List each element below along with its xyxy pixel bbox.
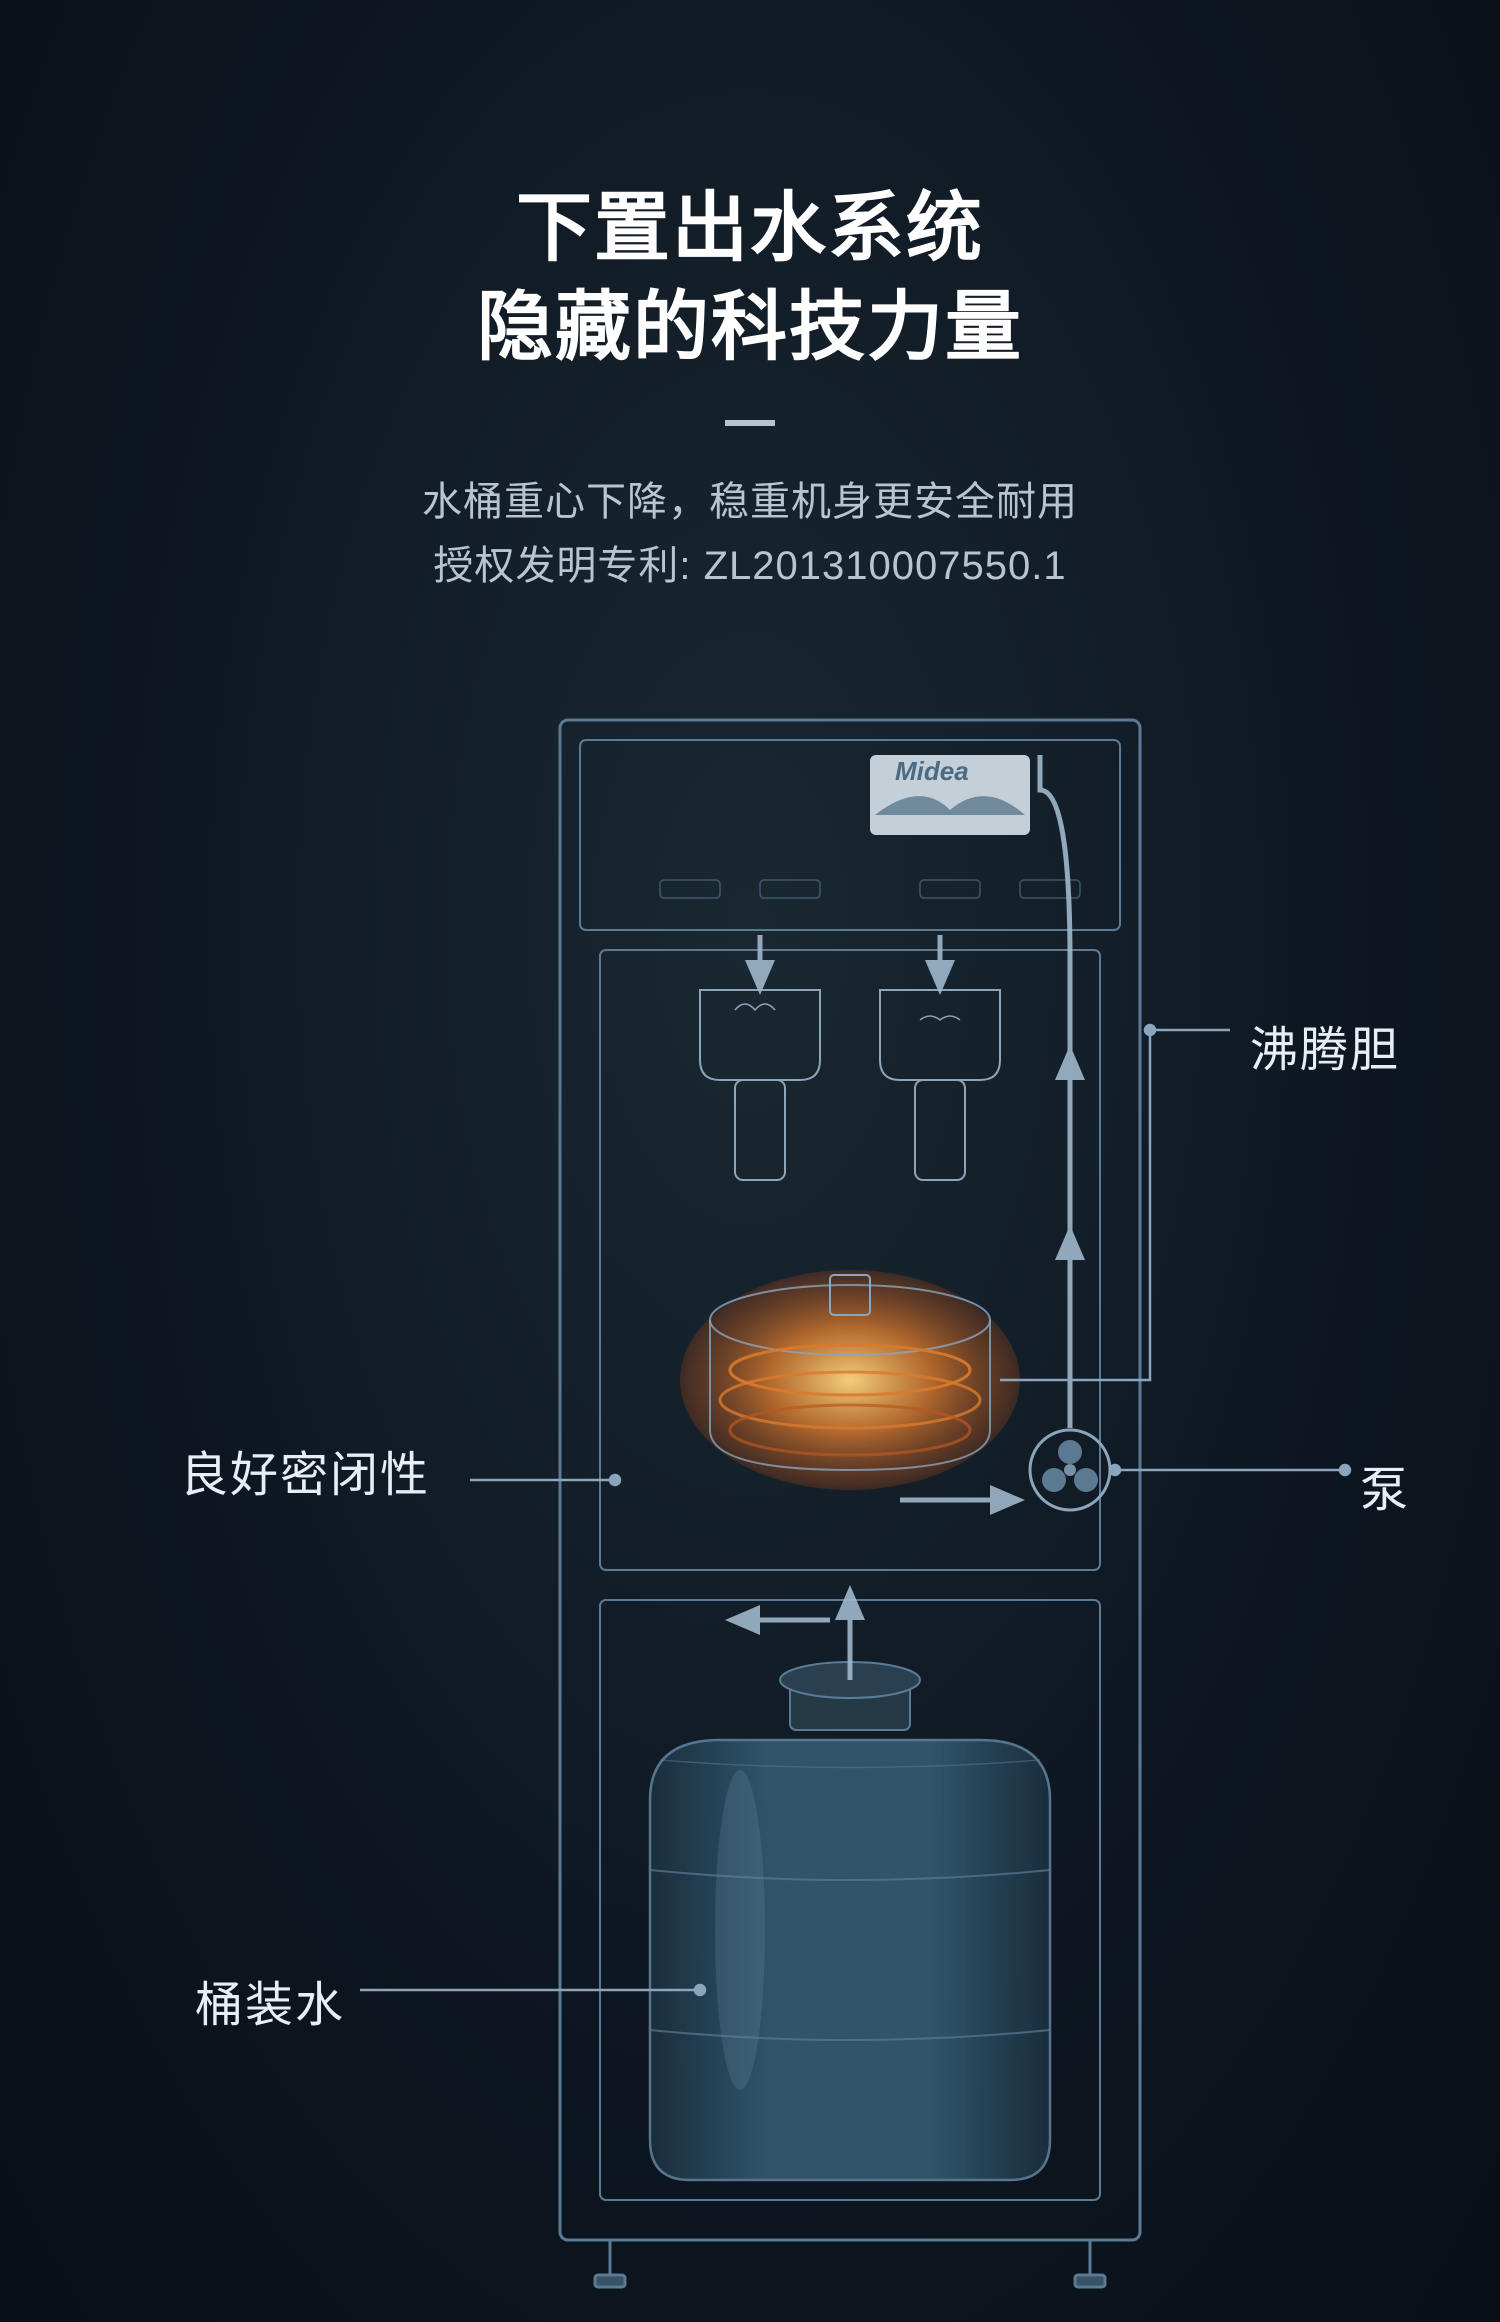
title-divider xyxy=(725,420,775,426)
brand-logo: Midea xyxy=(895,756,969,786)
feet xyxy=(595,2240,1105,2287)
water-dispenser-diagram: Midea xyxy=(0,680,1500,2322)
display-screen: Midea xyxy=(870,755,1030,835)
water-bottle xyxy=(650,1662,1050,2180)
control-buttons xyxy=(660,880,1080,898)
hot-tap xyxy=(700,990,820,1180)
page-title: 下置出水系统 隐藏的科技力量 xyxy=(0,180,1500,378)
title-line-1: 下置出水系统 xyxy=(516,186,984,271)
pump-icon xyxy=(1030,1430,1110,1510)
heater-tank xyxy=(680,1270,1020,1490)
subtitle-line-1: 水桶重心下降，稳重机身更安全耐用 xyxy=(422,480,1078,524)
cold-tap xyxy=(880,990,1000,1180)
subtitle-line-2: 授权发明专利: ZL201310007550.1 xyxy=(433,544,1066,588)
title-line-2: 隐藏的科技力量 xyxy=(477,285,1023,370)
page-subtitle: 水桶重心下降，稳重机身更安全耐用 授权发明专利: ZL201310007550.… xyxy=(0,470,1500,598)
